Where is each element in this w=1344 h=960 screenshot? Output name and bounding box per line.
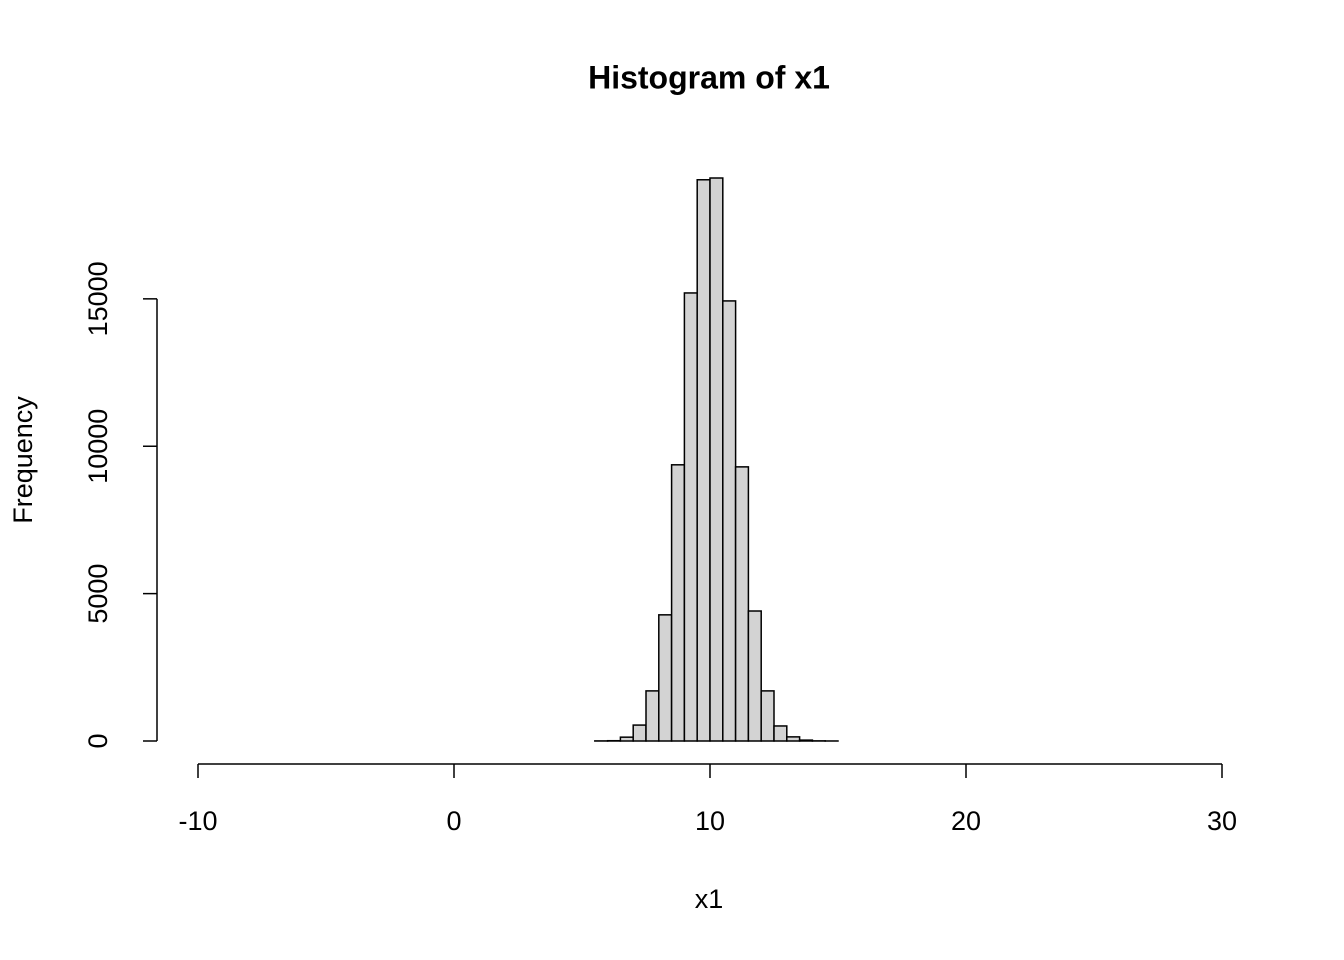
bar xyxy=(734,466,750,742)
bar xyxy=(670,464,686,742)
x-tick-label: 20 xyxy=(951,806,981,836)
y-tick-label: 15000 xyxy=(83,261,113,336)
y-tick-label: 10000 xyxy=(83,409,113,484)
bar xyxy=(798,739,814,742)
y-axis-label: Frequency xyxy=(8,396,38,524)
bar xyxy=(645,690,660,742)
bar xyxy=(709,177,724,742)
bar xyxy=(619,736,634,742)
x-tick-label: 10 xyxy=(695,806,725,836)
bar xyxy=(786,736,801,742)
x-tick-label: 0 xyxy=(446,806,461,836)
bar xyxy=(658,614,673,742)
bar xyxy=(760,690,775,742)
y-tick-label: 5000 xyxy=(83,564,113,624)
bar xyxy=(773,725,788,742)
x-tick-label: -10 xyxy=(178,806,217,836)
bar xyxy=(747,610,762,742)
x-axis-label: x1 xyxy=(695,884,724,914)
bar xyxy=(683,292,698,742)
chart-title: Histogram of x1 xyxy=(588,59,830,95)
y-tick-label: 0 xyxy=(83,733,113,748)
bar xyxy=(722,300,737,742)
x-tick-label: 30 xyxy=(1207,806,1237,836)
bar xyxy=(632,724,647,742)
bar xyxy=(696,179,711,742)
